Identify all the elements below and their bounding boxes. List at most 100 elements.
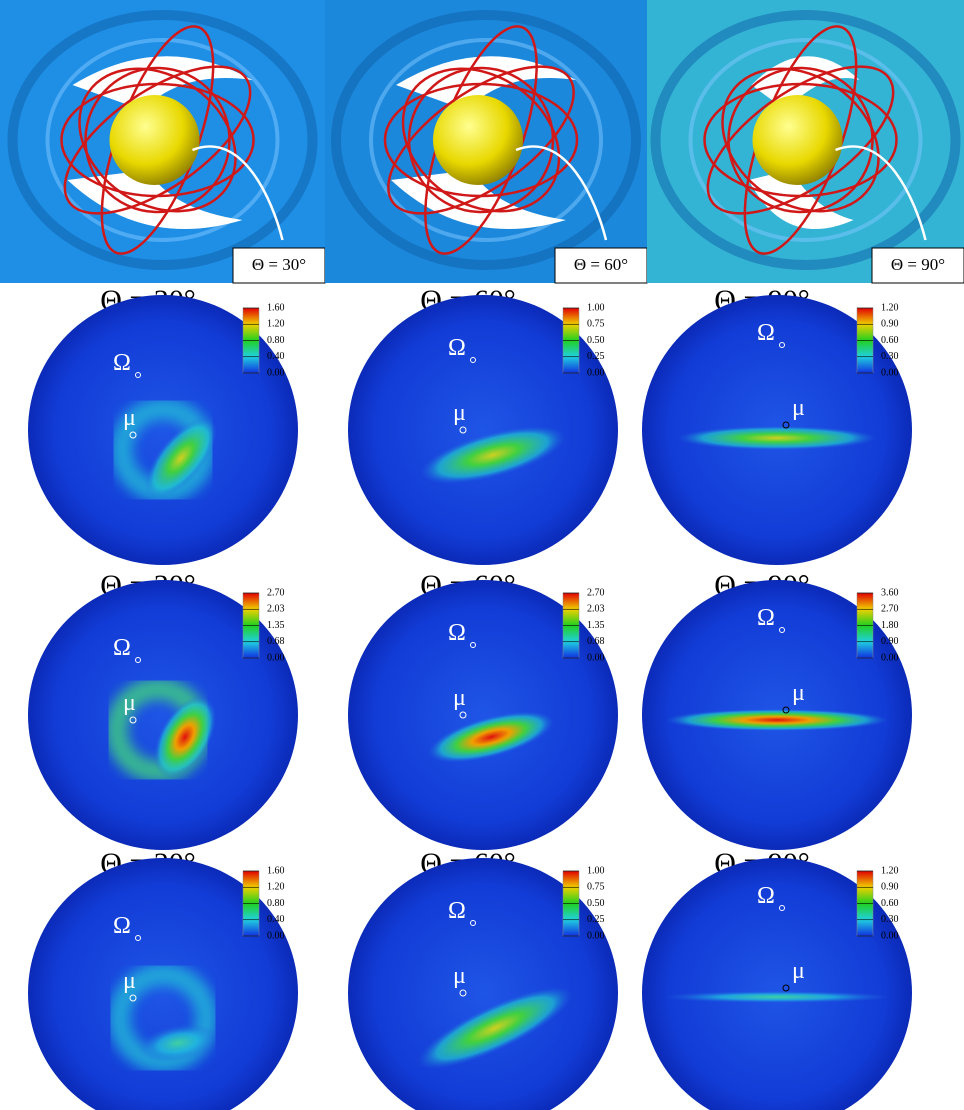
omega-label: Ω bbox=[448, 335, 466, 361]
colorbar-label: 0.00 bbox=[881, 930, 899, 941]
label-box bbox=[871, 247, 964, 284]
label-box bbox=[232, 247, 326, 284]
sphere-disk bbox=[348, 858, 618, 1110]
colorbar-label: 1.20 bbox=[881, 302, 899, 313]
field-line bbox=[721, 67, 880, 213]
omega-marker bbox=[470, 357, 476, 363]
colorbar-label: 1.20 bbox=[267, 882, 285, 893]
sphere-disk bbox=[348, 580, 618, 850]
omega-label: Ω bbox=[448, 620, 466, 646]
colorbar-label: 0.90 bbox=[881, 319, 899, 330]
colorbar-label: 2.70 bbox=[267, 587, 285, 598]
crater-ring bbox=[369, 38, 603, 242]
white-crescent bbox=[748, 170, 854, 229]
colorbar-label: 0.00 bbox=[881, 652, 899, 663]
colorbar-label: 0.40 bbox=[267, 351, 285, 362]
colorbar-label: 1.35 bbox=[267, 620, 285, 631]
colorbar-label: 0.80 bbox=[267, 898, 285, 909]
colorbar-label: 1.60 bbox=[267, 865, 285, 876]
mu-marker bbox=[129, 431, 137, 439]
colorbar-label: 0.40 bbox=[267, 914, 285, 925]
label-box bbox=[554, 247, 648, 284]
colorbar-label: 2.03 bbox=[267, 604, 285, 615]
map-panel: Θ = 90°Ωμ1.200.900.600.300.00 bbox=[642, 847, 912, 1110]
density-blob bbox=[665, 709, 889, 731]
colorbar-label: 2.70 bbox=[881, 604, 899, 615]
field-line bbox=[387, 65, 575, 215]
omega-label: Ω bbox=[757, 605, 775, 631]
mu-label: μ bbox=[123, 405, 136, 431]
colorbar-label: 0.50 bbox=[587, 335, 605, 346]
colorbar-label: 0.25 bbox=[587, 351, 605, 362]
mu-marker bbox=[782, 984, 790, 992]
colorbar-label: 0.50 bbox=[587, 898, 605, 909]
colorbar-label: 0.00 bbox=[587, 367, 605, 378]
omega-label: Ω bbox=[757, 320, 775, 346]
density-blob bbox=[138, 1023, 218, 1063]
crater-ring bbox=[688, 38, 923, 242]
colorbar-label: 0.75 bbox=[587, 882, 605, 893]
sphere-disk bbox=[642, 858, 912, 1110]
colorbar-label: 1.20 bbox=[267, 319, 285, 330]
colorbar-label: 0.30 bbox=[881, 914, 899, 925]
sphere-disk bbox=[28, 580, 298, 850]
colorbar-label: 0.68 bbox=[267, 636, 285, 647]
open-field-line bbox=[835, 145, 927, 241]
omega-label: Ω bbox=[113, 350, 131, 376]
sphere-disk bbox=[348, 295, 618, 565]
mu-label: μ bbox=[123, 968, 136, 994]
map-panel: Θ = 30°Ωμ2.702.031.350.680.00 bbox=[28, 569, 298, 850]
open-field-line bbox=[192, 145, 284, 241]
field-line bbox=[401, 67, 561, 213]
map-panel: Θ = 30°Ωμ1.601.200.800.400.00 bbox=[28, 847, 298, 1110]
field-line bbox=[407, 66, 555, 214]
mu-marker bbox=[782, 706, 790, 714]
colorbar-label: 0.90 bbox=[881, 882, 899, 893]
panel-label: Θ = 90° bbox=[891, 255, 945, 274]
star-sphere bbox=[433, 95, 523, 185]
omega-marker bbox=[135, 657, 141, 663]
omega-marker bbox=[470, 920, 476, 926]
star-sphere bbox=[752, 95, 843, 185]
omega-marker bbox=[779, 342, 785, 348]
mu-marker bbox=[782, 421, 790, 429]
colorbar-label: 1.35 bbox=[587, 620, 605, 631]
mu-label: μ bbox=[792, 680, 805, 706]
field-line bbox=[78, 67, 237, 213]
colorbar-label: 0.90 bbox=[881, 636, 899, 647]
omega-label: Ω bbox=[113, 635, 131, 661]
mu-marker bbox=[459, 711, 467, 719]
omega-label: Ω bbox=[757, 883, 775, 909]
colorbar-label: 3.60 bbox=[881, 587, 899, 598]
colorbar-label: 0.25 bbox=[587, 914, 605, 925]
render-panel: Θ = 30° bbox=[0, 0, 326, 284]
mu-label: μ bbox=[792, 958, 805, 984]
colorbar-label: 0.00 bbox=[587, 652, 605, 663]
field-line bbox=[84, 66, 231, 214]
colorbar-label: 0.00 bbox=[267, 930, 285, 941]
field-line bbox=[63, 65, 252, 215]
mu-marker bbox=[459, 989, 467, 997]
omega-marker bbox=[779, 905, 785, 911]
crater-ring bbox=[7, 10, 318, 270]
density-blob bbox=[144, 417, 218, 499]
colorbar-label: 0.00 bbox=[267, 652, 285, 663]
density-blob bbox=[153, 696, 217, 778]
omega-label: Ω bbox=[448, 898, 466, 924]
colorbar-label: 1.00 bbox=[587, 865, 605, 876]
colorbar-label: 1.80 bbox=[881, 620, 899, 631]
mu-label: μ bbox=[453, 400, 466, 426]
colorbar-label: 1.60 bbox=[267, 302, 285, 313]
field-line bbox=[706, 65, 895, 215]
panel-label: Θ = 30° bbox=[252, 255, 306, 274]
open-field-line bbox=[515, 145, 608, 241]
mu-marker bbox=[129, 994, 137, 1002]
colorbar-label: 0.68 bbox=[587, 636, 605, 647]
mu-label: μ bbox=[453, 685, 466, 711]
omega-marker bbox=[135, 372, 141, 378]
map-panel: Θ = 90°Ωμ3.602.701.800.900.00 bbox=[642, 569, 912, 850]
mu-marker bbox=[129, 716, 137, 724]
density-blob bbox=[662, 991, 892, 1003]
render-panel: Θ = 60° bbox=[325, 0, 648, 284]
